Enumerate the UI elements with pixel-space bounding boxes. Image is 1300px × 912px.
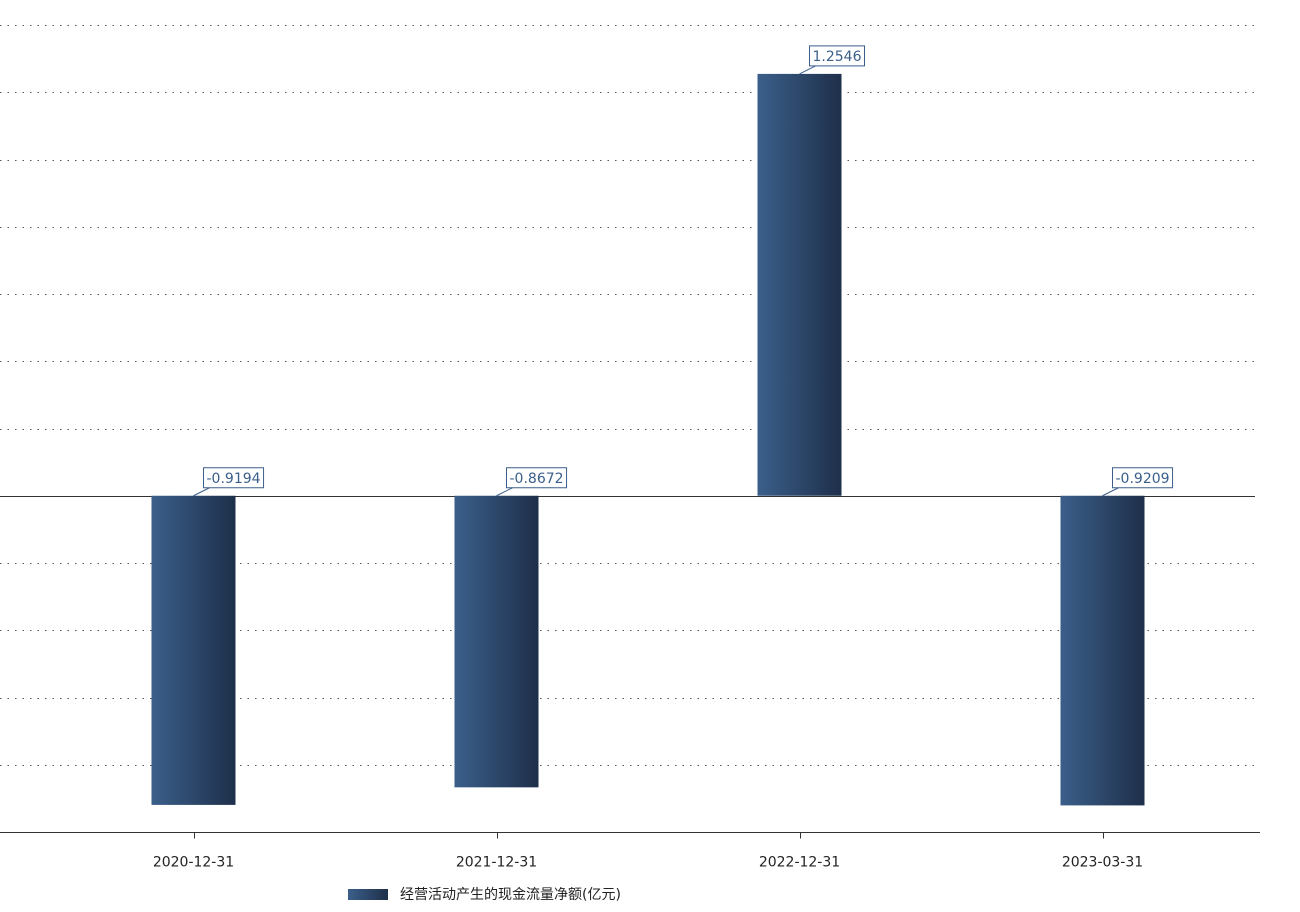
label-leader: [799, 65, 816, 75]
legend[interactable]: 经营活动产生的现金流量净额(亿元): [348, 882, 621, 906]
data-label-text: -0.8672: [510, 471, 564, 487]
bars: [151, 73, 1145, 806]
x-tick-label: 2021-12-31: [456, 855, 537, 871]
bar-2021-12-31: [454, 495, 539, 788]
data-label-2023-03-31: -0.9209: [1102, 467, 1174, 497]
data-label-text: -0.9209: [1116, 471, 1170, 487]
data-label-box: [203, 467, 265, 489]
label-leader: [1102, 487, 1119, 497]
bar-2023-03-31: [1060, 495, 1145, 806]
legend-label: 经营活动产生的现金流量净额(亿元): [400, 887, 621, 903]
label-leader: [496, 487, 513, 497]
x-tick-label: 2022-12-31: [759, 855, 840, 871]
data-label-2020-12-31: -0.9194: [193, 467, 265, 497]
data-label-text: 1.2546: [813, 49, 862, 65]
label-leader: [193, 487, 210, 497]
data-label-box: [1112, 467, 1174, 489]
data-label-text: -0.9194: [207, 471, 261, 487]
x-tick-label: 2020-12-31: [153, 855, 234, 871]
data-label-2022-12-31: 1.2546: [799, 45, 865, 75]
x-axis: 2020-12-31 2021-12-31 2022-12-31 2023-03-31: [0, 496, 1260, 871]
x-tick-label: 2023-03-31: [1062, 855, 1143, 871]
bar-2022-12-31: [757, 73, 842, 496]
bar-2020-12-31: [151, 495, 236, 805]
data-label-box: [809, 45, 865, 67]
data-labels: -0.9194 -0.8672 1.2546 -0.9209: [193, 45, 1174, 497]
data-label-2021-12-31: -0.8672: [496, 467, 568, 497]
data-label-box: [506, 467, 568, 489]
legend-swatch: [348, 888, 388, 900]
